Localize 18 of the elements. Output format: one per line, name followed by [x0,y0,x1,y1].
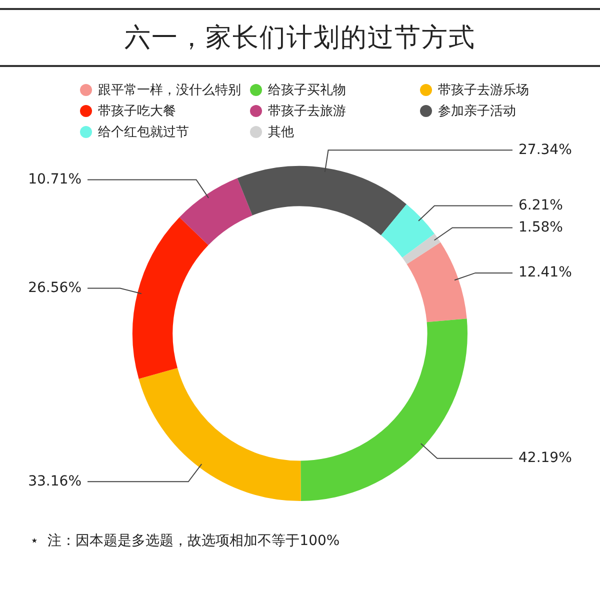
data-label: 27.34% [518,142,572,158]
text: ⋆ 注：因本题是多选题，故选项相加不等于100% [30,532,341,551]
data-label: 1.58% [518,219,563,236]
data-label: 33.16% [28,473,82,490]
legend-label: 带孩子吃大餐 [98,103,176,120]
data-label: 42.19% [518,450,572,466]
legend-label: 其他 [268,124,294,141]
legend-label: 跟平常一样，没什么特别 [98,82,241,99]
chart-title: 六一，家长们计划的过节方式 [0,8,600,67]
data-label: 10.71% [28,171,82,188]
legend-label: 给个红包就过节 [98,124,189,141]
legend-label: 带孩子去游乐场 [438,82,529,99]
data-label: 12.41% [518,264,572,281]
legend-label: 带孩子去旅游 [268,103,346,120]
data-label: 26.56% [28,280,82,296]
legend-label: 给孩子买礼物 [268,82,346,99]
data-label: 6.21% [518,197,563,214]
legend-label: 参加亲子活动 [438,103,516,120]
